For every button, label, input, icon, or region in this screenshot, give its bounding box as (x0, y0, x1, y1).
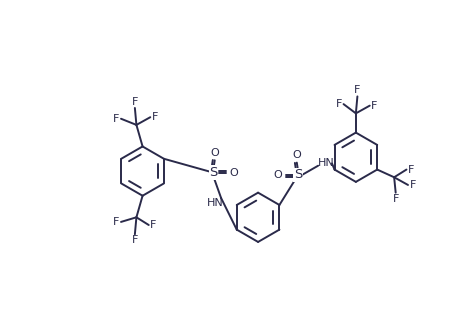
Text: O: O (211, 148, 219, 158)
Text: F: F (113, 114, 120, 124)
Text: F: F (113, 217, 120, 227)
Text: F: F (132, 236, 138, 246)
Text: F: F (408, 164, 414, 175)
Text: O: O (274, 170, 282, 180)
Text: S: S (209, 166, 218, 179)
Text: F: F (152, 112, 158, 122)
Text: F: F (371, 100, 377, 111)
Text: F: F (392, 194, 399, 204)
Text: F: F (336, 99, 342, 109)
Text: O: O (229, 168, 238, 178)
Text: HN: HN (317, 158, 334, 169)
Text: F: F (150, 220, 157, 230)
Text: S: S (294, 169, 302, 182)
Text: HN: HN (206, 198, 223, 208)
Text: F: F (132, 97, 138, 107)
Text: F: F (354, 85, 361, 95)
Text: O: O (292, 150, 301, 160)
Text: F: F (410, 180, 416, 190)
